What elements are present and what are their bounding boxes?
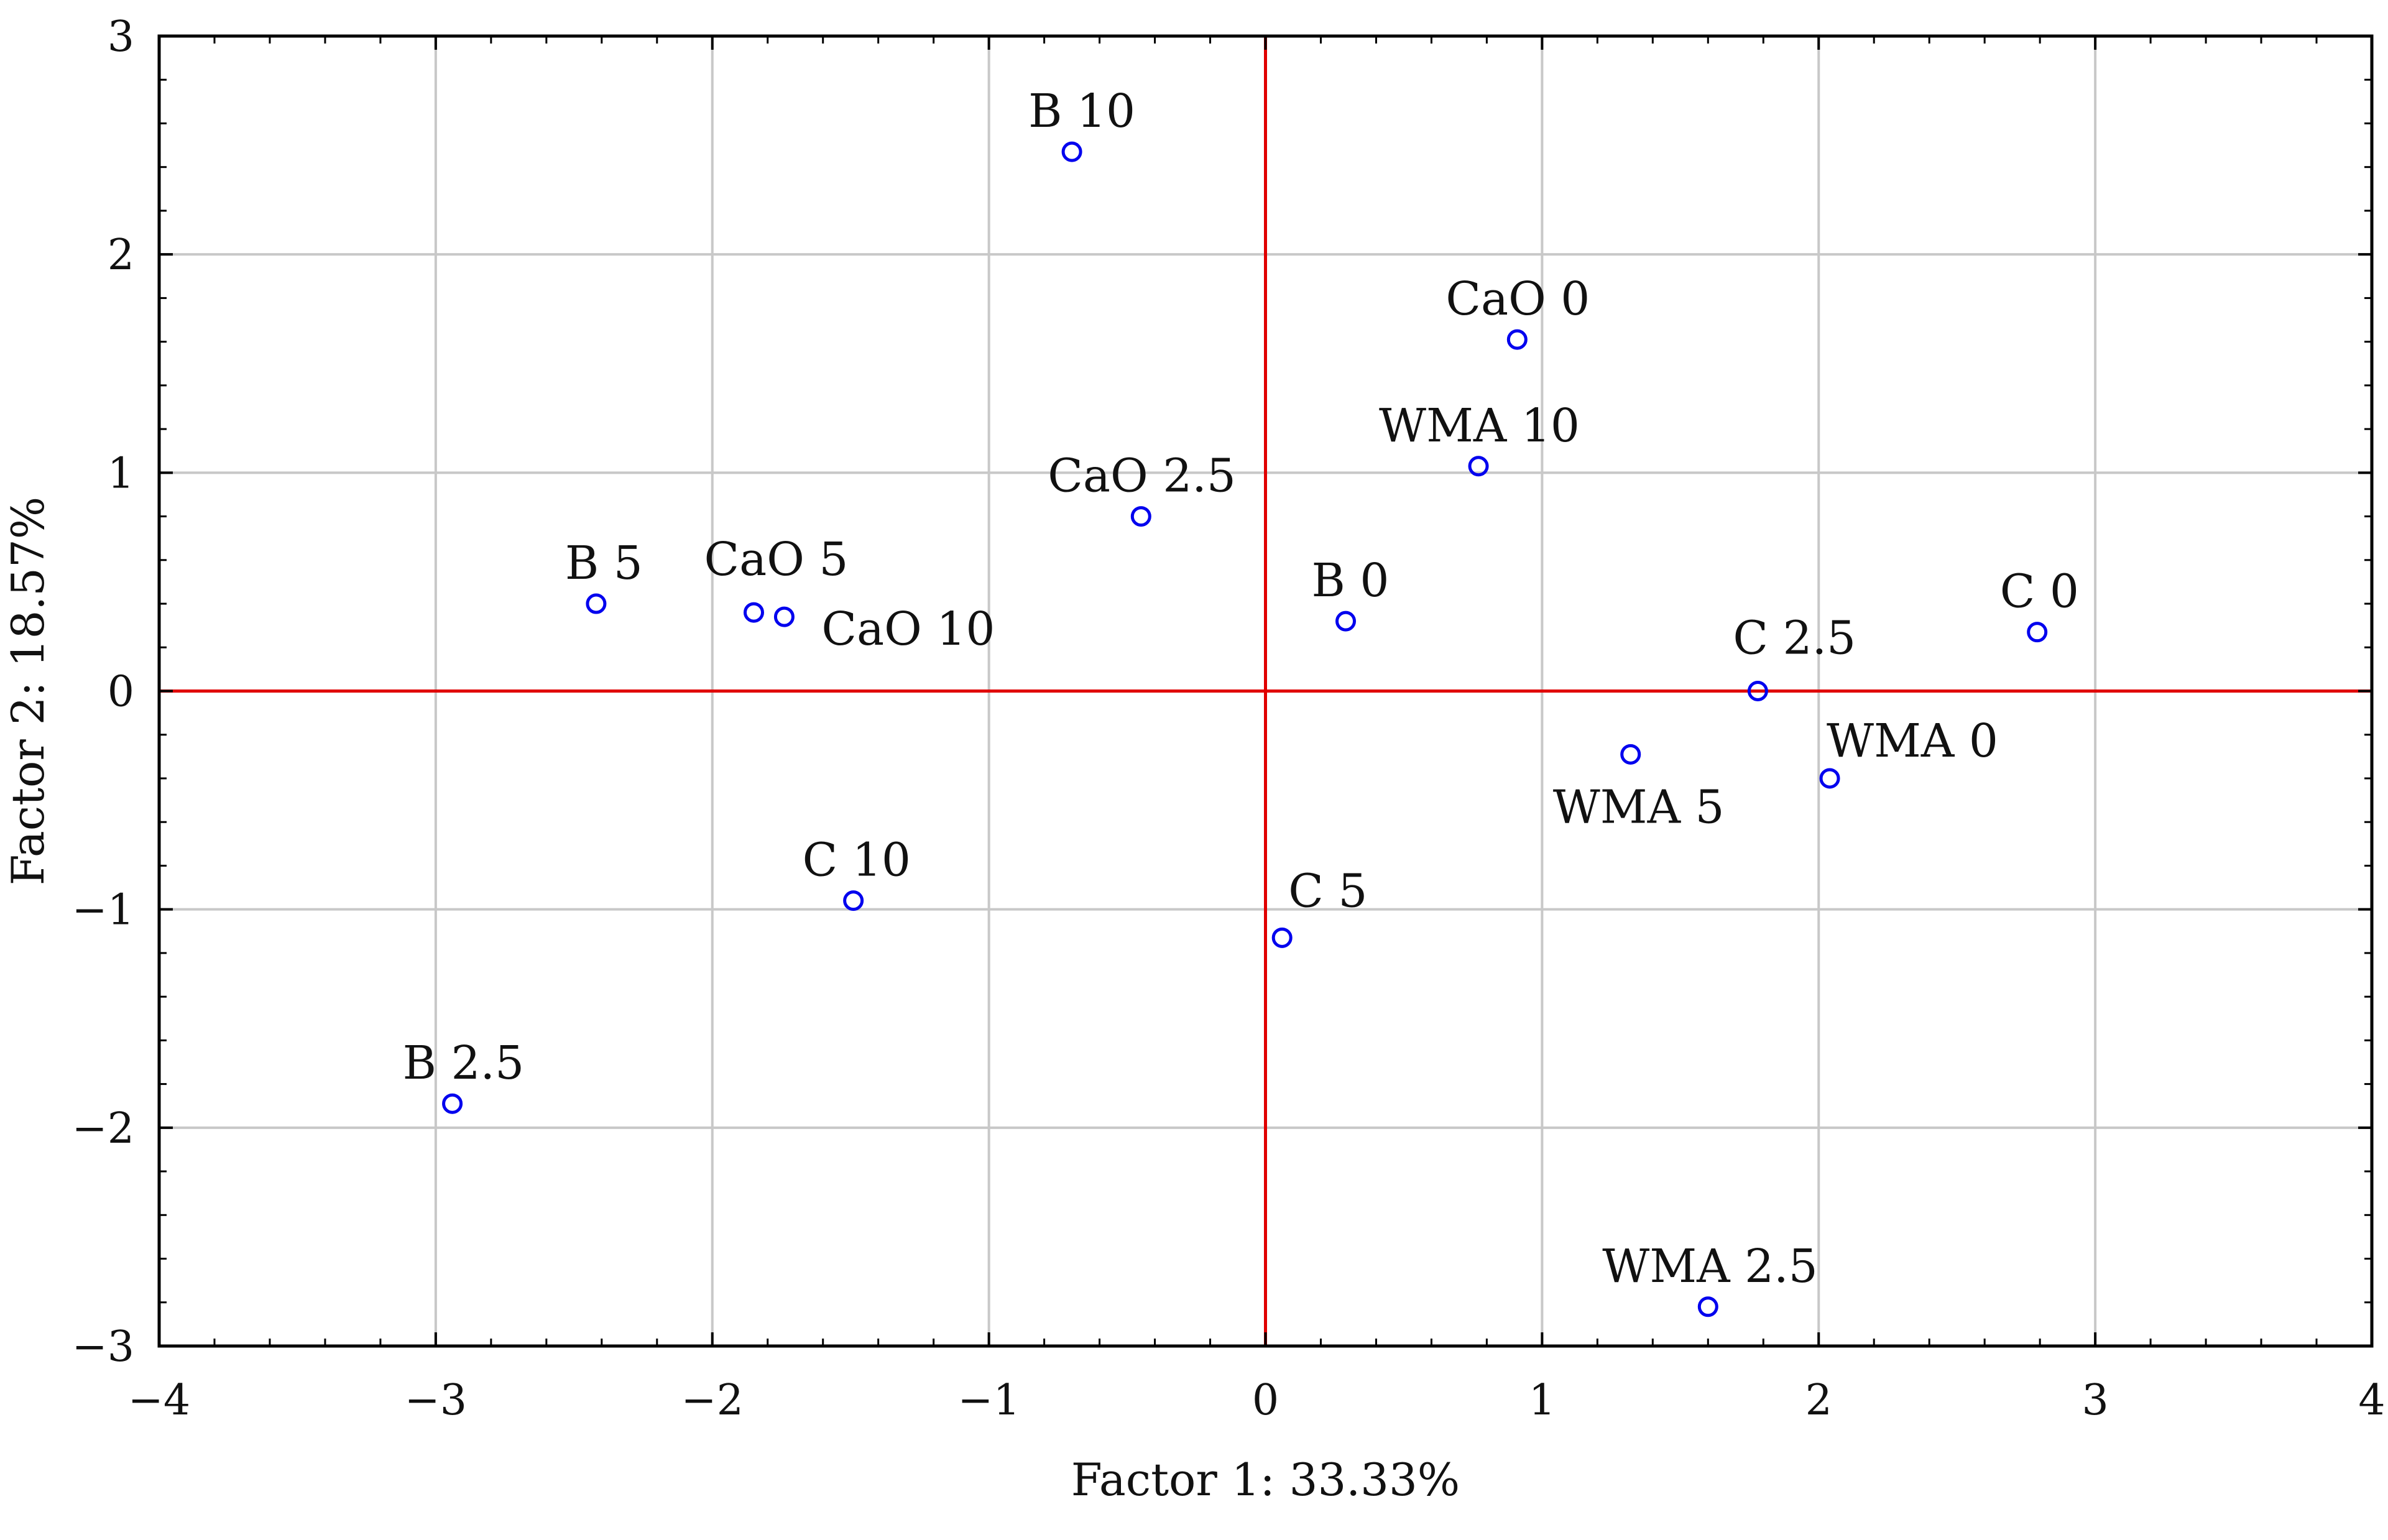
data-point-group: WMA 10: [1379, 399, 1580, 477]
y-tick-label: 3: [108, 12, 134, 62]
data-point-group: CaO 5: [704, 533, 848, 623]
x-tick-label: 4: [2358, 1376, 2385, 1425]
y-tick-label: 0: [108, 668, 134, 717]
y-axis-title: Factor 2: 18.57%: [2, 497, 54, 885]
scatter-point-marker: [1335, 611, 1357, 632]
y-tick-label: −2: [72, 1104, 134, 1153]
data-point-label: B 2.5: [403, 1036, 525, 1090]
x-tick-label: −1: [958, 1376, 1020, 1425]
scatter-point-marker: [1747, 681, 1768, 701]
x-tick-label: 1: [1529, 1376, 1556, 1425]
data-point-label: C 10: [803, 834, 911, 887]
scatter-point-marker: [1697, 1296, 1718, 1317]
scatter-point-marker: [2027, 622, 2048, 643]
y-tick-label: 1: [108, 449, 134, 498]
x-tick-label: −4: [128, 1376, 190, 1425]
data-point-label: B 0: [1312, 554, 1390, 607]
scatter-point-marker: [843, 890, 864, 911]
data-point-label: WMA 2.5: [1602, 1240, 1817, 1293]
data-point-label: WMA 5: [1553, 780, 1725, 834]
y-tick-label: −1: [72, 886, 134, 935]
data-point-label: CaO 0: [1445, 272, 1590, 326]
y-tick-labels: −3 −2 −1 0 1 2 3: [72, 12, 134, 1372]
scatter-point-marker: [1506, 329, 1528, 350]
data-point-group: CaO 10: [773, 602, 995, 656]
data-point-label: CaO 10: [821, 602, 995, 656]
data-point-group: C 2.5: [1733, 612, 1856, 701]
y-tick-label: 2: [108, 231, 134, 280]
scatter-point-marker: [586, 593, 607, 614]
scatter-point-marker: [1819, 768, 1840, 789]
data-point-label: CaO 5: [704, 533, 848, 586]
x-tick-label: −3: [405, 1376, 467, 1425]
scatter-point-marker: [1061, 141, 1082, 162]
x-tick-label: −2: [681, 1376, 744, 1425]
data-point-group: B 0: [1312, 554, 1390, 632]
x-tick-label: 3: [2081, 1376, 2108, 1425]
data-point-group: B 5: [565, 537, 643, 614]
data-point-label: C 5: [1288, 864, 1367, 918]
data-point-group: WMA 0: [1819, 714, 1998, 789]
scatter-point-marker: [1620, 744, 1641, 765]
scatter-point-marker: [743, 602, 764, 623]
data-point-label: B 10: [1028, 85, 1135, 138]
y-tick-label: −3: [72, 1322, 134, 1372]
data-point-label: WMA 0: [1827, 714, 1998, 768]
scatter-point-marker: [773, 606, 795, 627]
data-point-label: CaO 2.5: [1048, 450, 1236, 503]
x-tick-labels: −4 −3 −2 −1 0 1 2 3 4: [128, 1376, 2386, 1425]
scatter-point-marker: [442, 1093, 463, 1114]
data-point-group: C 0: [2000, 565, 2079, 643]
data-point-label: WMA 10: [1379, 399, 1580, 453]
data-point-group: B 10: [1028, 85, 1135, 162]
data-point-group: C 5: [1271, 864, 1367, 948]
data-points: B 10 CaO 0 WMA 10 CaO 2.5 B 5 CaO 5 CaO 10 B 0 C…: [403, 85, 2079, 1317]
data-point-group: CaO 2.5: [1048, 450, 1236, 527]
tick-marks: [158, 35, 2373, 1347]
scatter-point-marker: [1130, 506, 1151, 527]
data-point-label: C 0: [2000, 565, 2079, 619]
scatter-point-marker: [1271, 927, 1293, 948]
data-point-group: WMA 2.5: [1602, 1240, 1818, 1317]
scatter-point-marker: [1468, 456, 1489, 477]
data-point-label: C 2.5: [1733, 612, 1856, 665]
data-point-label: B 5: [565, 537, 643, 590]
data-point-group: C 10: [803, 834, 911, 911]
data-point-group: CaO 0: [1445, 272, 1590, 350]
x-tick-label: 2: [1805, 1376, 1832, 1425]
reference-lines: [159, 36, 2372, 1346]
data-point-group: WMA 5: [1553, 744, 1725, 834]
data-point-group: B 2.5: [403, 1036, 525, 1114]
x-axis-title: Factor 1: 33.33%: [1071, 1454, 1460, 1506]
x-tick-label: 0: [1252, 1376, 1279, 1425]
